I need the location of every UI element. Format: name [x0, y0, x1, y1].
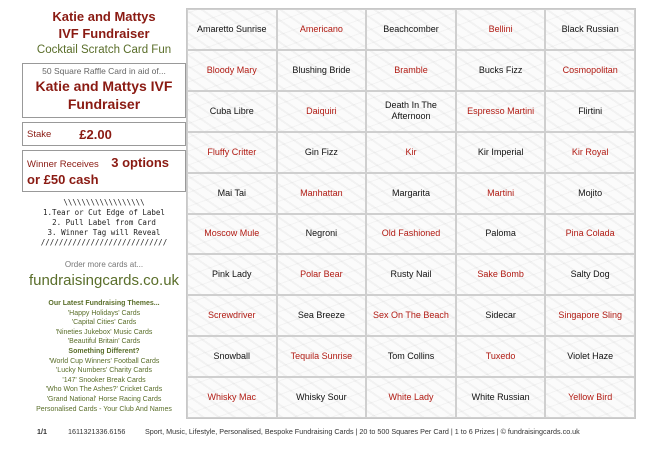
raffle-name: Katie and Mattys IVF Fundraiser: [35, 78, 173, 112]
raffle-box: 50 Square Raffle Card in aid of... Katie…: [22, 63, 186, 118]
theme-item: 'Grand National' Horse Racing Cards: [46, 395, 162, 403]
grid-square[interactable]: Daiquiri: [276, 90, 367, 132]
instruction-line: ////////////////////////////: [40, 238, 168, 247]
grid-square[interactable]: Bellini: [455, 9, 546, 50]
left-panel: Katie and Mattys IVF Fundraiser Cocktail…: [22, 8, 186, 414]
grid-square[interactable]: Kir Royal: [545, 131, 635, 173]
grid-square[interactable]: Rusty Nail: [366, 254, 456, 296]
grid-square[interactable]: Whisky Mac: [187, 377, 277, 418]
grid-square[interactable]: Amaretto Sunrise: [187, 9, 277, 50]
grid-square[interactable]: Pina Colada: [545, 213, 635, 255]
grid-square[interactable]: Mai Tai: [187, 172, 277, 214]
grid-square[interactable]: Salty Dog: [545, 254, 635, 296]
instruction-line: 3. Winner Tag will Reveal: [47, 228, 161, 237]
raffle-intro: 50 Square Raffle Card in aid of...: [42, 66, 166, 76]
stake-box: Stake £2.00: [22, 122, 186, 146]
theme-item: '147' Snooker Break Cards: [62, 376, 146, 384]
grid-square[interactable]: Negroni: [276, 213, 367, 255]
grid-square[interactable]: Flirtini: [545, 90, 635, 132]
grid-square[interactable]: Tequila Sunrise: [276, 336, 367, 378]
scratch-grid: Amaretto Sunrise Americano Beachcomber Bell…: [186, 8, 636, 419]
themes-heading: Our Latest Fundraising Themes...: [48, 300, 160, 307]
grid-square[interactable]: Old Fashioned: [366, 213, 456, 255]
instruction-line: \\\\\\\\\\\\\\\\\\: [63, 198, 145, 207]
grid-square[interactable]: Moscow Mule: [187, 213, 277, 255]
grid-square[interactable]: Margarita: [366, 172, 456, 214]
grid-square[interactable]: Mojito: [545, 172, 635, 214]
theme-item: 'Nineties Jukebox' Music Cards: [55, 328, 153, 336]
grid-square[interactable]: Cuba Libre: [187, 90, 277, 132]
winner-options: 3 options: [111, 155, 170, 170]
theme-item: 'Lucky Numbers' Charity Cards: [55, 367, 153, 375]
grid-square[interactable]: Sex On The Beach: [366, 295, 456, 337]
grid-square[interactable]: Kir Imperial: [455, 131, 546, 173]
grid-square[interactable]: Black Russian: [545, 9, 635, 50]
grid-square[interactable]: White Russian: [455, 377, 546, 418]
grid-square[interactable]: Americano: [276, 9, 367, 50]
stake-label: Stake: [27, 128, 52, 140]
instruction-line: 1.Tear or Cut Edge of Label: [43, 208, 165, 217]
theme-item: 'Who Won The Ashes?' Cricket Cards: [45, 386, 163, 394]
instruction-line: 2. Pull Label from Card: [52, 218, 156, 227]
theme-item: 'World Cup Winners' Football Cards: [48, 357, 160, 365]
themes-heading2: Something Different?: [68, 347, 140, 355]
grid-square[interactable]: White Lady: [366, 377, 456, 418]
grid-square[interactable]: Sake Bomb: [455, 254, 546, 296]
grid-square[interactable]: Death In The Afternoon: [366, 90, 456, 132]
card-title-line1: Katie and Mattys: [52, 9, 156, 24]
grid-square[interactable]: Blushing Bride: [276, 49, 367, 91]
grid-square[interactable]: Martini: [455, 172, 546, 214]
theme-item: 'Beautiful Britain' Cards: [67, 338, 141, 346]
grid-square[interactable]: Cosmopolitan: [545, 49, 635, 91]
card-reference: 1611321336.6156: [68, 427, 126, 436]
instructions: \\\\\\\\\\\\\\\\\\ 1.Tear or Cut Edge of…: [22, 198, 186, 248]
winner-label: Winner Receives: [27, 159, 99, 170]
grid-square[interactable]: Manhattan: [276, 172, 367, 214]
grid-square[interactable]: Sea Breeze: [276, 295, 367, 337]
stake-value: £2.00: [79, 126, 112, 142]
winner-box: Winner Receives 3 options or £50 cash: [22, 150, 186, 192]
grid-square[interactable]: Bloody Mary: [187, 49, 277, 91]
card-subtitle: Cocktail Scratch Card Fun: [36, 44, 172, 56]
grid-square[interactable]: Snowball: [187, 336, 277, 378]
website-link[interactable]: fundraisingcards.co.uk: [28, 272, 180, 289]
grid-square[interactable]: Tuxedo: [455, 336, 546, 378]
grid-square[interactable]: Paloma: [455, 213, 546, 255]
grid-square[interactable]: Bucks Fizz: [455, 49, 546, 91]
theme-item: Personalised Cards - Your Club And Names: [36, 405, 172, 413]
order-text: Order more cards at...: [64, 260, 144, 269]
theme-item: 'Capital Cities' Cards: [71, 319, 137, 327]
winner-cash: or £50 cash: [27, 172, 99, 187]
footer-info: Sport, Music, Lifestyle, Personalised, B…: [145, 427, 580, 436]
grid-square[interactable]: Screwdriver: [187, 295, 277, 337]
grid-square[interactable]: Singapore Sling: [545, 295, 635, 337]
grid-square[interactable]: Pink Lady: [187, 254, 277, 296]
grid-square[interactable]: Bramble: [366, 49, 456, 91]
page-number: 1/1: [37, 427, 47, 436]
grid-square[interactable]: Fluffy Critter: [187, 131, 277, 173]
grid-square[interactable]: Espresso Martini: [455, 90, 546, 132]
grid-square[interactable]: Sidecar: [455, 295, 546, 337]
themes-list: Our Latest Fundraising Themes... 'Happy …: [22, 299, 186, 414]
grid-square[interactable]: Polar Bear: [276, 254, 367, 296]
grid-square[interactable]: Whisky Sour: [276, 377, 367, 418]
grid-square[interactable]: Beachcomber: [366, 9, 456, 50]
grid-square[interactable]: Tom Collins: [366, 336, 456, 378]
grid-square[interactable]: Kir: [366, 131, 456, 173]
grid-square[interactable]: Yellow Bird: [545, 377, 635, 418]
theme-item: 'Happy Holidays' Cards: [67, 309, 141, 317]
card-title-line2: IVF Fundraiser: [58, 26, 150, 41]
grid-square[interactable]: Gin Fizz: [276, 131, 367, 173]
grid-square[interactable]: Violet Haze: [545, 336, 635, 378]
